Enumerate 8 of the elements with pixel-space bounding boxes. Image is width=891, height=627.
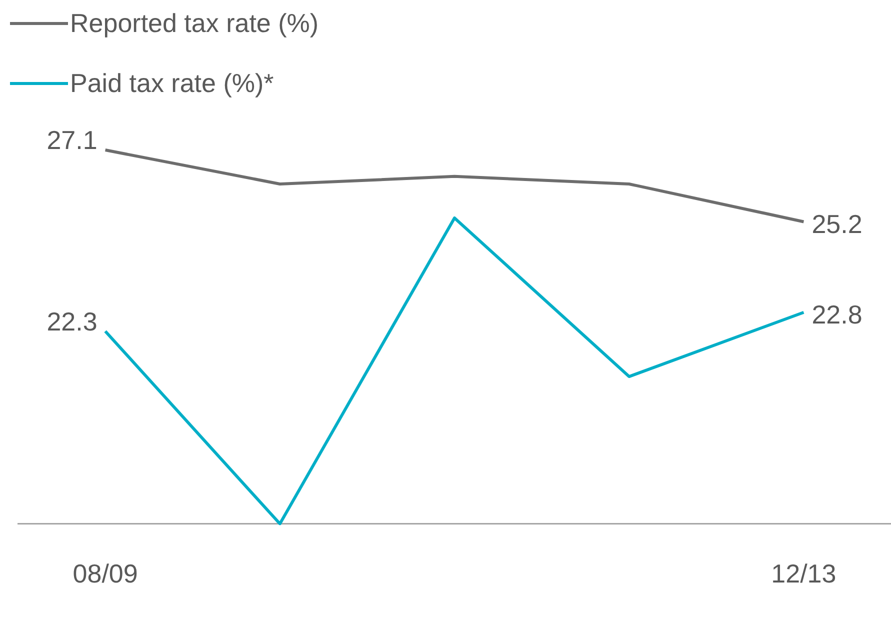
data-label: 22.8 <box>812 300 862 330</box>
data-label: 25.2 <box>812 208 862 239</box>
data-label: 27.1 <box>46 125 98 156</box>
x-tick-label: 08/09 <box>72 558 138 589</box>
x-tick-label: 12/13 <box>771 558 836 589</box>
legend-label: Reported tax rate (%) <box>70 8 319 38</box>
data-label: 22.3 <box>46 306 98 336</box>
legend-label: Paid tax rate (%)* <box>70 68 274 98</box>
